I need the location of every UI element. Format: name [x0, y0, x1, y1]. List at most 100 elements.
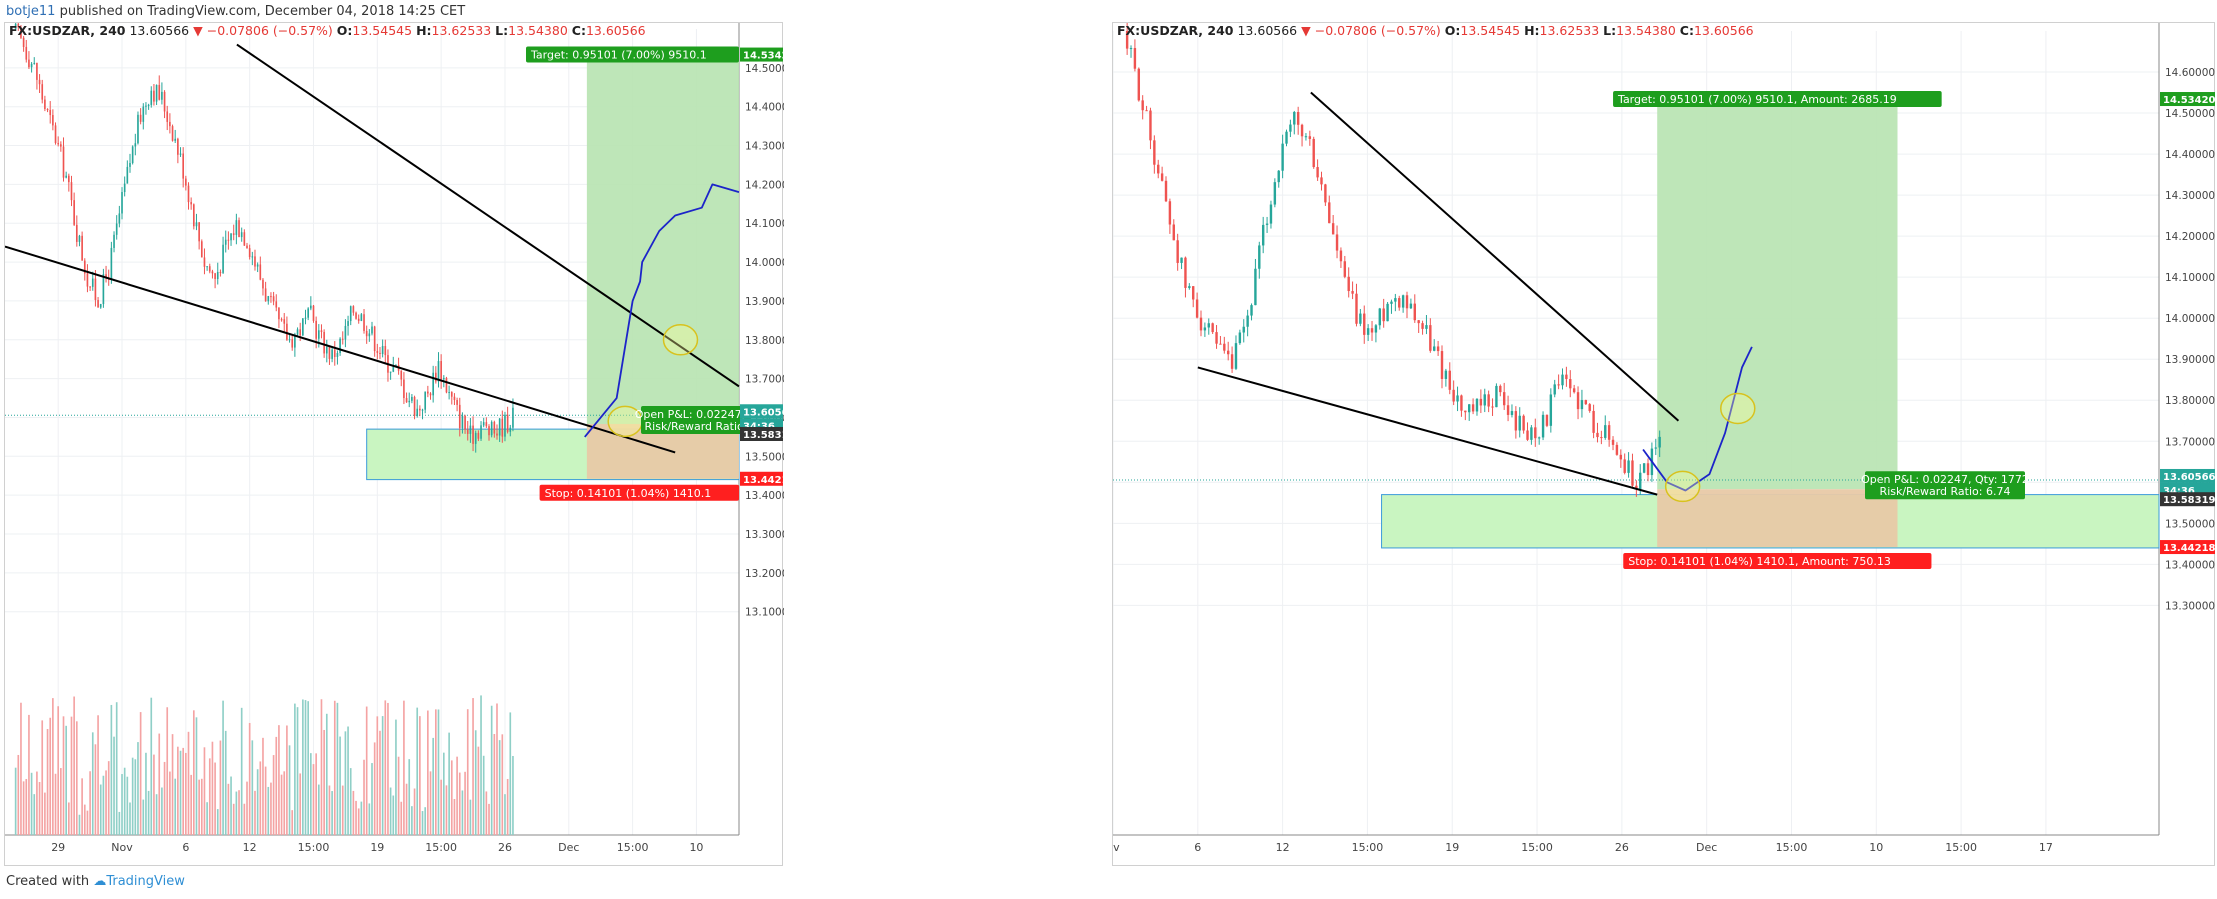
candle-down [286, 323, 288, 340]
chart-canvas-left[interactable]: 14.50000 14.40000 14.30000 14.20000 14.10000… [5, 23, 784, 867]
candle-down [211, 271, 214, 274]
volume-bar [36, 771, 38, 835]
target-label: Target: 0.95101 (7.00%) 9510.1, Amount: … [1617, 93, 1897, 106]
candle-up [432, 372, 434, 396]
long-position-target-area[interactable] [1657, 99, 1898, 490]
volume-bar [512, 755, 514, 835]
candle-up [1425, 325, 1428, 329]
candle-up [126, 166, 129, 184]
candle-up [1518, 415, 1521, 431]
candle-up [360, 314, 363, 321]
chart-panel-right[interactable]: 14.60000 14.50000 14.40000 14.30000 14.20000… [1112, 22, 2216, 867]
highlight-circle[interactable] [1720, 392, 1756, 425]
candle-down [1184, 257, 1187, 288]
candle-down [1429, 325, 1432, 351]
symbol-bar-left: FX:USDZAR, 240 13.60566 ▼ −0.07806 (−0.5… [9, 23, 646, 38]
candle-up [1261, 224, 1265, 246]
projection-path[interactable] [584, 183, 740, 438]
brand-link[interactable]: TradingView [106, 874, 185, 889]
volume-bar [251, 740, 254, 835]
volume-bar [25, 778, 28, 835]
candle-up [230, 233, 232, 241]
volume-bar [30, 772, 33, 835]
candle-up [1366, 328, 1370, 335]
volume-bar [243, 803, 246, 835]
trendline[interactable] [1197, 366, 1658, 496]
candle-up [123, 183, 126, 193]
candle-up [99, 304, 102, 308]
symbol-label[interactable]: FX:USDZAR, 240 [1117, 23, 1234, 38]
price-axis-tick: 13.20000 [745, 568, 784, 580]
candle-down [1331, 223, 1335, 235]
down-arrow-icon: ▼ [1301, 23, 1311, 38]
candle-down [496, 433, 498, 436]
candle-up [416, 408, 419, 416]
highlight-circle[interactable] [1664, 470, 1701, 503]
candle-down [41, 84, 44, 100]
high-value: 13.62533 [431, 23, 492, 38]
volume-bar [222, 700, 224, 835]
candle-down [1328, 202, 1331, 224]
candle-up [304, 317, 307, 319]
candle-up [174, 138, 177, 141]
volume-bar [46, 729, 49, 835]
candle-down [203, 257, 206, 267]
candle-down [1452, 389, 1455, 402]
candle-up [294, 334, 296, 348]
candle-down [435, 372, 437, 382]
volume-bar [171, 734, 174, 835]
candle-down [243, 232, 246, 246]
chart-panel-left[interactable]: 14.50000 14.40000 14.30000 14.20000 14.10000… [4, 22, 784, 867]
volume-bar [52, 698, 54, 835]
volume-bar [445, 785, 448, 835]
candle-up [251, 256, 254, 258]
trendline[interactable] [1310, 91, 1680, 422]
volume-bar [131, 757, 134, 835]
trendline[interactable] [236, 43, 740, 388]
volume-bar [360, 801, 363, 835]
volume-bar [68, 802, 70, 835]
volume-bar [169, 771, 171, 835]
chart-canvas-right[interactable]: 14.60000 14.50000 14.40000 14.30000 14.20000… [1113, 23, 2216, 867]
candle-down [328, 346, 331, 359]
candle-down [1576, 392, 1580, 410]
volume-bar [488, 803, 490, 835]
candle-down [384, 346, 387, 356]
candle-down [1398, 298, 1401, 308]
price-axis-tick: 14.50000 [2165, 108, 2215, 120]
candle-down [1363, 313, 1366, 335]
trendline[interactable] [5, 245, 676, 454]
candle-up [480, 425, 482, 439]
tradingview-logo-icon[interactable]: ☁ [93, 874, 107, 889]
time-axis-tick: 19 [1445, 841, 1459, 854]
candle-down [1522, 415, 1525, 431]
candle-down [1164, 180, 1168, 202]
candle-up [1203, 327, 1207, 331]
candle-up [1304, 136, 1308, 138]
volume-bar [336, 702, 339, 835]
candle-down [1623, 459, 1626, 473]
candle-down [1351, 291, 1354, 294]
price-badge-countdown: 34:36 [743, 421, 775, 432]
candle-down [171, 126, 174, 141]
candle-down [1211, 323, 1214, 333]
highlight-circle[interactable] [662, 324, 699, 356]
volume-bar [121, 774, 123, 835]
candle-up [1378, 308, 1382, 326]
candle-up [121, 192, 123, 214]
long-position-stop-area[interactable] [1657, 489, 1898, 548]
publish-header: botje11 published on TradingView.com, De… [6, 4, 465, 19]
candle-up [150, 90, 153, 105]
volume-bar [105, 770, 107, 835]
high-label: H: [1524, 23, 1540, 38]
time-axis-tick: 15:00 [1776, 841, 1808, 854]
projection-path[interactable] [1642, 346, 1753, 492]
candle-down [472, 425, 474, 444]
candle-up [1242, 326, 1245, 333]
candle-down [57, 143, 60, 145]
volume-bar [474, 730, 477, 835]
author-link[interactable]: botje11 [6, 4, 56, 19]
symbol-label[interactable]: FX:USDZAR, 240 [9, 23, 126, 38]
volume-bar [482, 755, 485, 835]
long-position-target-area[interactable] [586, 54, 739, 424]
